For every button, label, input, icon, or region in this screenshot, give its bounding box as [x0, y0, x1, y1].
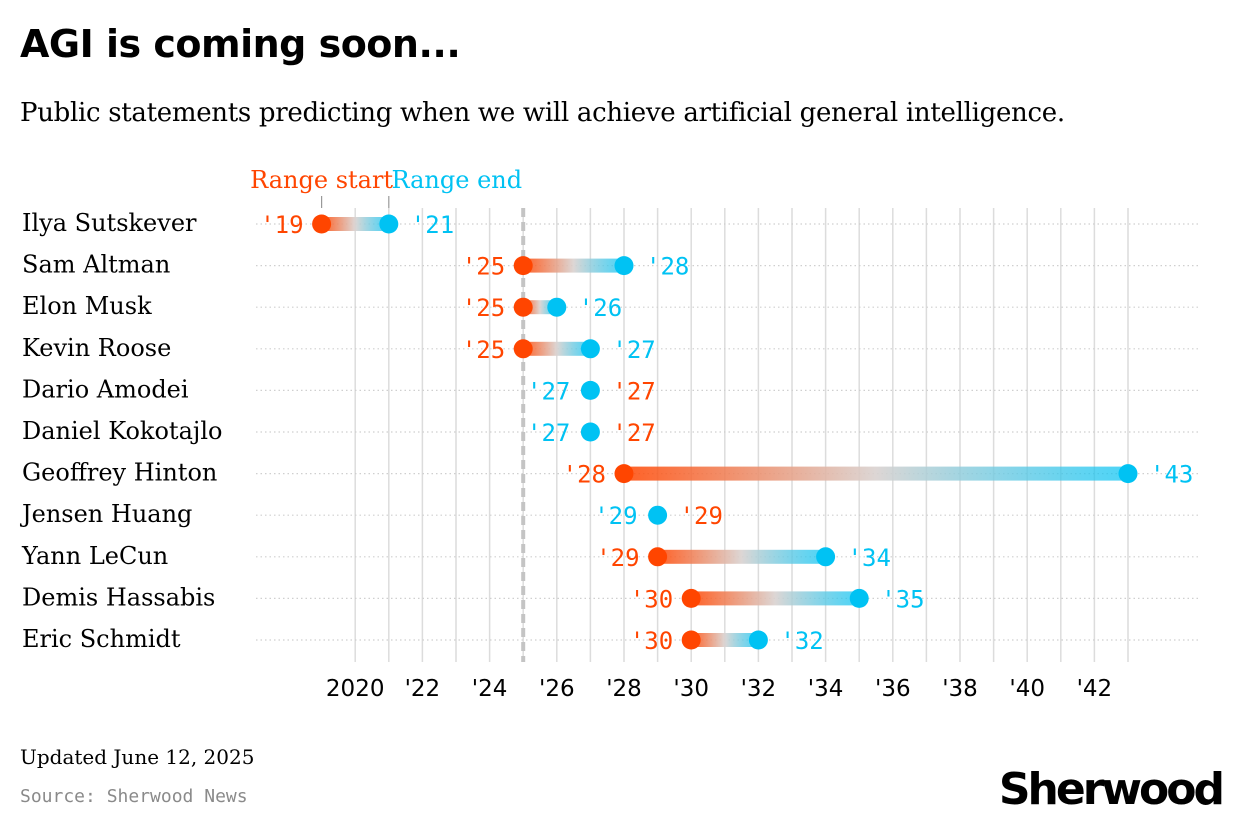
range-start-dot: [681, 588, 701, 608]
range-start-label: '25: [462, 336, 505, 364]
range-start-dot: [513, 297, 533, 317]
range-bar: [321, 217, 389, 231]
range-start-label: '27: [612, 377, 655, 405]
range-end-label: '34: [848, 544, 891, 572]
range-end-label: '27: [527, 419, 570, 447]
x-tick-label: '38: [942, 676, 978, 702]
range-end-dot: [580, 339, 600, 359]
sherwood-logo: Sherwood: [998, 764, 1225, 815]
range-bar: [657, 549, 826, 564]
x-tick-label: '30: [673, 676, 709, 702]
range-end-dot: [547, 297, 567, 317]
range-bar: [691, 591, 860, 606]
range-end-dot: [580, 422, 600, 442]
legend-range-end: Range end: [391, 166, 522, 194]
x-tick-label: '32: [741, 676, 777, 702]
range-bar: [624, 466, 1128, 481]
person-name: Eric Schmidt: [22, 625, 181, 653]
range-end-label: '26: [579, 294, 622, 322]
range-end-label: '32: [780, 627, 823, 655]
person-row: Eric Schmidt '30 '32: [22, 625, 824, 655]
range-start-dot: [513, 339, 533, 359]
person-name: Geoffrey Hinton: [22, 459, 217, 487]
range-end-label: '29: [594, 502, 637, 530]
legend-range-start: Range start: [250, 166, 393, 194]
person-name: Dario Amodei: [22, 375, 189, 403]
range-start-label: '28: [563, 461, 606, 489]
person-row: Geoffrey Hinton '28 '43: [22, 459, 1193, 489]
x-tick-label: '42: [1077, 676, 1113, 702]
range-end-dot: [748, 630, 768, 650]
person-name: Demis Hassabis: [22, 583, 215, 611]
range-start-dot: [614, 464, 634, 484]
range-start-label: '29: [596, 544, 639, 572]
chart-subtitle: Public statements predicting when we wil…: [20, 98, 1065, 128]
range-end-dot: [1118, 464, 1138, 484]
range-start-label: '19: [260, 211, 303, 239]
range-bar: [691, 633, 759, 647]
range-end-label: '43: [1150, 461, 1193, 489]
x-tick-label: '26: [539, 676, 575, 702]
range-start-label: '25: [462, 294, 505, 322]
source-note: Source: Sherwood News: [20, 786, 248, 807]
person-row: Daniel Kokotajlo '27 '27: [22, 417, 656, 447]
range-end-label: '21: [411, 211, 454, 239]
range-end-dot: [816, 547, 836, 567]
person-name: Daniel Kokotajlo: [22, 417, 222, 445]
range-start-label: '27: [612, 419, 655, 447]
person-name: Kevin Roose: [22, 334, 171, 362]
x-tick-label: '36: [875, 676, 911, 702]
x-tick-label: '34: [808, 676, 844, 702]
range-bar: [523, 341, 591, 356]
range-end-dot: [648, 505, 668, 525]
range-end-label: '28: [646, 253, 689, 281]
x-tick-label: 2020: [326, 676, 385, 702]
range-bar: [523, 258, 624, 273]
range-end-dot: [849, 588, 869, 608]
range-start-label: '29: [680, 502, 723, 530]
updated-date: Updated June 12, 2025: [20, 745, 255, 769]
range-end-label: '27: [612, 336, 655, 364]
person-row: Ilya Sutskever '19 '21: [22, 209, 454, 239]
person-row: Dario Amodei '27 '27: [22, 375, 656, 405]
range-end-dot: [379, 214, 399, 234]
person-row: Demis Hassabis '30 '35: [22, 583, 925, 613]
x-tick-label: '24: [472, 676, 508, 702]
person-name: Ilya Sutskever: [22, 209, 197, 237]
range-start-dot: [681, 630, 701, 650]
chart-title: AGI is coming soon...: [20, 22, 461, 66]
person-name: Jensen Huang: [19, 500, 192, 528]
range-end-label: '35: [881, 585, 924, 613]
range-start-label: '30: [630, 585, 673, 613]
person-row: Elon Musk '25 '26: [22, 292, 622, 322]
range-start-dot: [312, 214, 332, 234]
range-start-dot: [648, 547, 668, 567]
x-axis: 2020 '22 '24 '26 '28 '30 '32 '34 '36 '38 '40 '42: [326, 676, 1112, 702]
person-row: Sam Altman '25 '28: [22, 251, 689, 281]
range-start-dot: [513, 256, 533, 276]
range-start-label: '25: [462, 253, 505, 281]
person-row: Yann LeCun '29 '34: [21, 542, 891, 572]
person-name: Sam Altman: [22, 251, 170, 279]
person-row: Kevin Roose '25 '27: [22, 334, 656, 364]
person-name: Elon Musk: [22, 292, 152, 320]
x-tick-label: '40: [1009, 676, 1045, 702]
person-name: Yann LeCun: [21, 542, 168, 570]
rows-layer: Ilya Sutskever '19 '21 Sam Altman '25 '28 Elon…: [19, 209, 1193, 655]
range-end-dot: [614, 256, 634, 276]
x-tick-label: '22: [405, 676, 441, 702]
range-start-label: '30: [630, 627, 673, 655]
range-end-dot: [580, 380, 600, 400]
row-guide-layer: [256, 223, 1198, 641]
range-end-label: '27: [527, 377, 570, 405]
person-row: Jensen Huang '29 '29: [19, 500, 723, 530]
x-tick-label: '28: [606, 676, 642, 702]
